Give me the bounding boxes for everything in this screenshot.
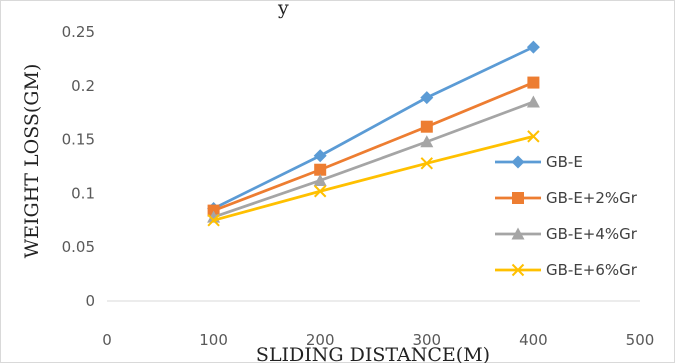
x-tick-label: 100	[199, 331, 228, 349]
y-tick-label: 0.2	[71, 77, 95, 95]
y-tick-label: 0.25	[62, 23, 95, 41]
series-line	[212, 134, 535, 222]
legend-item: GB-E+6%Gr	[495, 261, 638, 279]
legend-label: GB-E	[546, 153, 583, 171]
data-point	[420, 157, 434, 170]
series-layer	[207, 40, 540, 227]
legend-marker	[511, 227, 525, 240]
series-4	[207, 130, 540, 227]
data-point	[313, 149, 327, 163]
x-tick-label: 300	[412, 331, 441, 349]
x-tick-label: 200	[306, 331, 335, 349]
legend-item: GB-E	[495, 153, 583, 171]
y-tick-label: 0.15	[62, 131, 95, 149]
data-point	[420, 120, 433, 133]
data-point	[313, 173, 327, 186]
series-line	[212, 81, 535, 212]
legend-label: GB-E+2%Gr	[546, 189, 638, 207]
x-tick-label: 500	[626, 331, 655, 349]
legend-marker	[511, 155, 525, 169]
legend-marker	[511, 263, 525, 277]
y-tick-label: 0.05	[62, 238, 95, 256]
series-3	[207, 95, 540, 223]
legend: GB-E GB-E+2%Gr GB-E+4%Gr GB-E+6%Gr	[495, 153, 638, 279]
data-point	[314, 163, 327, 176]
series-line	[212, 45, 535, 210]
legend-label: GB-E+6%Gr	[546, 261, 638, 279]
y-tick-labels: 0 0.05 0.1 0.15 0.2 0.25	[62, 23, 95, 310]
x-tick-label: 400	[519, 331, 548, 349]
y-axis-title: WEIGHT LOSS(GM)	[21, 64, 43, 259]
x-tick-label: 0	[102, 331, 112, 349]
chart-title: y	[277, 0, 289, 19]
data-point	[526, 40, 540, 54]
x-axis-title: SLIDING DISTANCE(M)	[256, 344, 490, 363]
data-point	[527, 130, 540, 143]
y-tick-label: 0	[85, 292, 95, 310]
legend-item: GB-E+2%Gr	[495, 189, 638, 207]
data-point	[420, 91, 434, 105]
data-point	[527, 76, 540, 89]
data-point	[313, 185, 327, 198]
x-tick-labels: 0 100 200 300 400 500	[102, 331, 654, 349]
series-2	[207, 76, 540, 217]
series-line	[212, 100, 535, 219]
data-point	[420, 135, 434, 148]
y-tick-label: 0.1	[71, 184, 95, 202]
legend-label: GB-E+4%Gr	[546, 225, 638, 243]
legend-marker	[512, 192, 524, 204]
legend-item: GB-E+4%Gr	[495, 225, 638, 243]
data-point	[207, 214, 220, 227]
data-point	[526, 95, 540, 108]
